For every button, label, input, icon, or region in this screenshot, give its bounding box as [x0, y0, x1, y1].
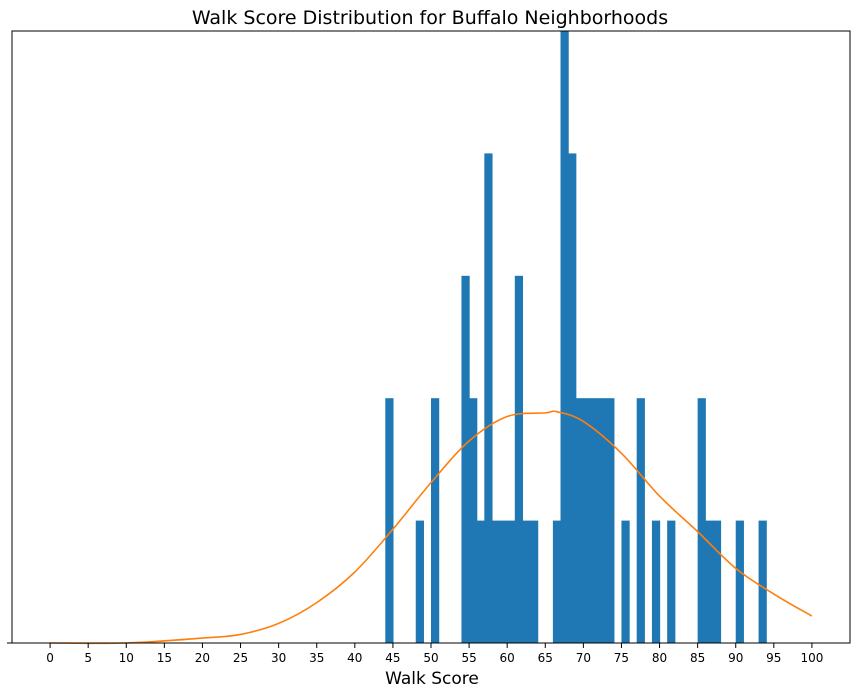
x-tick-label-0: 0: [46, 651, 54, 665]
x-tick-label-4: 20: [195, 651, 210, 665]
histogram-bar-11: [522, 520, 531, 643]
histogram-bar-5: [476, 520, 485, 643]
x-tick-label-6: 30: [271, 651, 286, 665]
x-tick-label-15: 75: [614, 651, 629, 665]
histogram-bar-26: [705, 520, 714, 643]
x-tick-label-10: 50: [423, 651, 438, 665]
x-tick-label-18: 90: [728, 651, 743, 665]
histogram-bar-0: [385, 398, 394, 643]
x-tick-label-3: 15: [157, 651, 172, 665]
histogram-bar-1: [415, 520, 424, 643]
x-tick-label-13: 65: [538, 651, 553, 665]
histogram-bar-23: [651, 520, 661, 643]
x-tick-label-9: 45: [385, 651, 400, 665]
histogram-bar-29: [758, 520, 767, 643]
histogram-bar-4: [469, 398, 478, 643]
x-tick-label-12: 60: [500, 651, 515, 665]
histogram-bar-25: [697, 398, 706, 643]
x-tick-label-19: 95: [766, 651, 781, 665]
histogram-bar-13: [552, 520, 562, 643]
plot-area: [50, 31, 813, 645]
x-axis: 0 5 10 15 20 25 30 35 40 45 50 55 60 65 70 75 80 85 90 95 10…: [7, 642, 823, 665]
x-axis-label: Walk Score: [385, 669, 479, 689]
histogram-bar-28: [735, 520, 744, 643]
x-tick-label-7: 35: [309, 651, 324, 665]
histogram-bar-8: [499, 520, 508, 643]
histogram-bar-16: [575, 398, 584, 643]
histogram-bar-20: [606, 398, 615, 643]
x-tick-label-11: 55: [461, 651, 476, 665]
histogram-bar-2: [431, 398, 440, 643]
x-tick-label-1: 5: [84, 651, 92, 665]
histogram-bar-12: [530, 520, 539, 643]
histogram-bar-7: [491, 520, 501, 643]
x-tick-label-8: 40: [347, 651, 362, 665]
histogram-bar-14: [560, 31, 569, 643]
x-tick-label-20: 100: [800, 651, 823, 665]
x-tick-label-14: 70: [576, 651, 591, 665]
histogram-bar-24: [667, 520, 676, 643]
histogram-bar-6: [484, 153, 493, 643]
histogram-bar-17: [583, 398, 592, 643]
histogram-bar-18: [590, 398, 600, 643]
histogram-bar-3: [461, 275, 470, 643]
histogram-bar-15: [568, 153, 577, 643]
histogram-bar-21: [621, 520, 630, 643]
histogram-bar-27: [712, 520, 722, 643]
normal-curve-line: [50, 410, 813, 645]
x-tick-label-5: 25: [233, 651, 248, 665]
chart-title: Walk Score Distribution for Buffalo Neig…: [192, 7, 668, 29]
x-tick-label-16: 80: [652, 651, 667, 665]
histogram-bar-19: [598, 398, 607, 643]
histogram-bar-22: [636, 398, 645, 643]
x-tick-label-17: 85: [690, 651, 705, 665]
histogram-bar-10: [514, 275, 524, 643]
x-tick-label-2: 10: [119, 651, 134, 665]
histogram-bar-9: [507, 520, 516, 643]
